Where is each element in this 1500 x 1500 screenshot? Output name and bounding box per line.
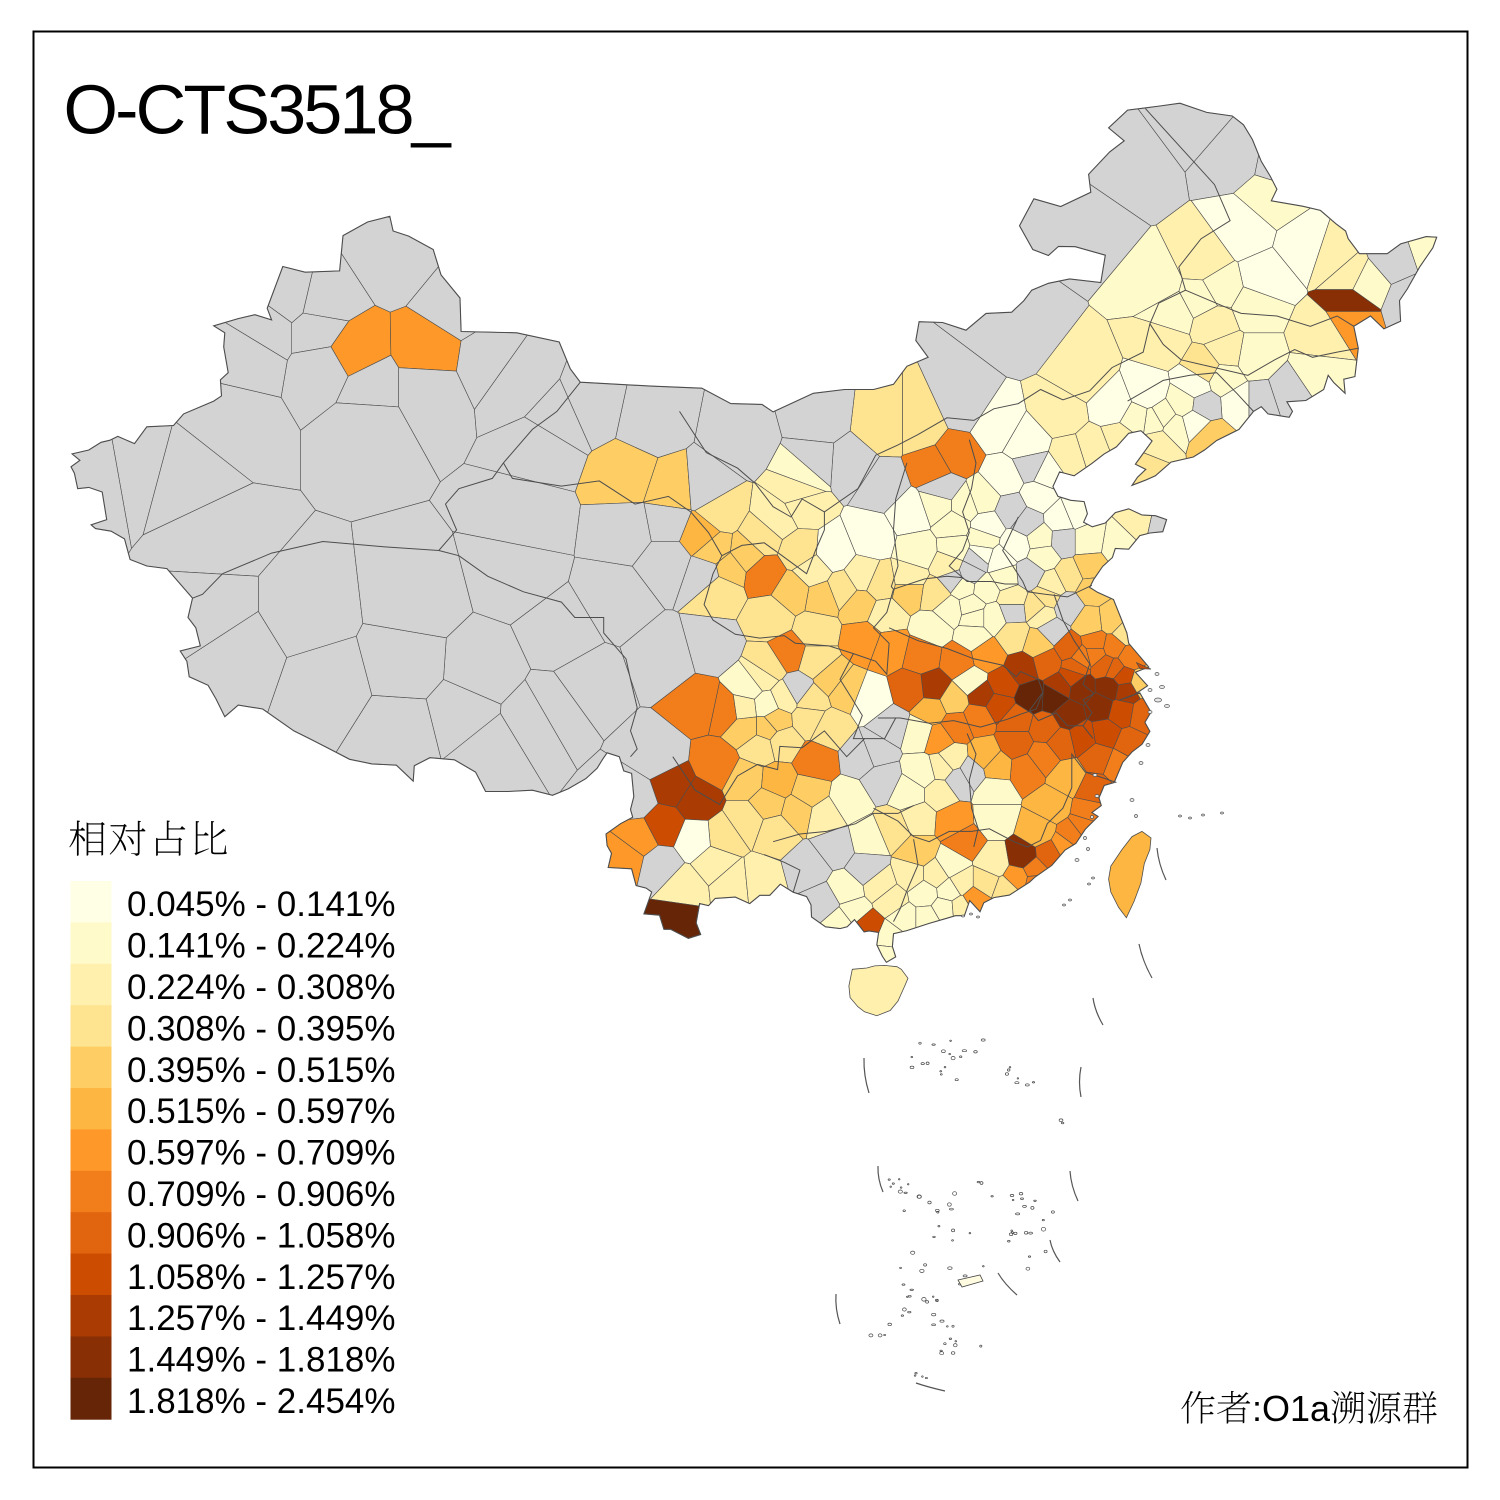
svg-text:0.141% - 0.224%: 0.141% - 0.224% <box>127 927 396 966</box>
svg-text:1.818% - 2.454%: 1.818% - 2.454% <box>127 1382 396 1421</box>
svg-text:0.906% - 1.058%: 0.906% - 1.058% <box>127 1216 396 1255</box>
svg-text:O-CTS3518_: O-CTS3518_ <box>64 71 452 149</box>
svg-text:1.257% - 1.449%: 1.257% - 1.449% <box>127 1299 396 1338</box>
svg-text::O1a: :O1a <box>1252 1388 1331 1429</box>
svg-text:0.308% - 0.395%: 0.308% - 0.395% <box>127 1009 396 1048</box>
svg-text:0.709% - 0.906%: 0.709% - 0.906% <box>127 1175 396 1214</box>
svg-text:1.058% - 1.257%: 1.058% - 1.257% <box>127 1258 396 1297</box>
svg-text:0.597% - 0.709%: 0.597% - 0.709% <box>127 1134 396 1173</box>
svg-text:0.045% - 0.141%: 0.045% - 0.141% <box>127 885 396 924</box>
svg-text:0.515% - 0.597%: 0.515% - 0.597% <box>127 1092 396 1131</box>
svg-text:1.449% - 1.818%: 1.449% - 1.818% <box>127 1341 396 1380</box>
svg-text:0.224% - 0.308%: 0.224% - 0.308% <box>127 968 396 1007</box>
svg-text:0.395% - 0.515%: 0.395% - 0.515% <box>127 1051 396 1090</box>
